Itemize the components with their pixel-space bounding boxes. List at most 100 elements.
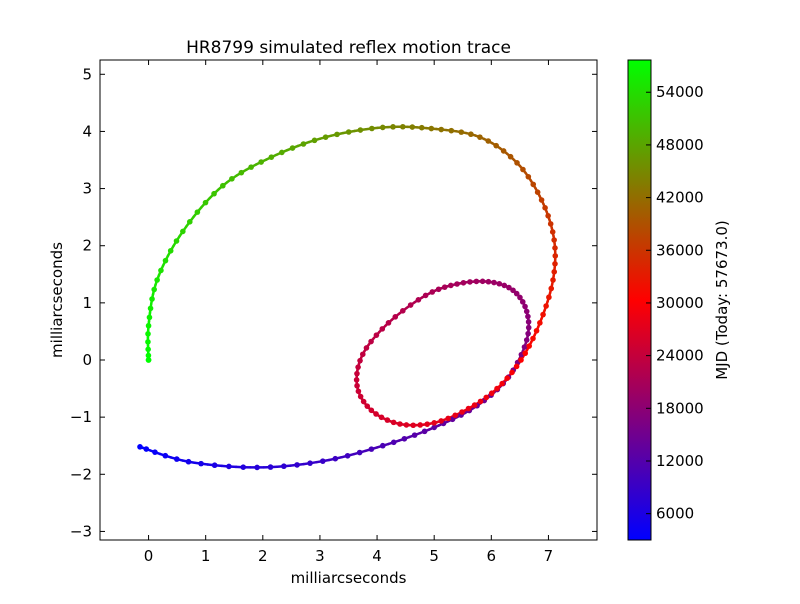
trace-point — [442, 284, 448, 290]
trace-point — [357, 358, 363, 364]
trace-point — [158, 268, 164, 274]
trace-point — [174, 238, 180, 244]
trace-point — [542, 205, 548, 211]
trace-point — [540, 312, 546, 318]
trace-point — [148, 306, 154, 312]
trace-point — [552, 245, 558, 251]
colorbar-label: MJD (Today: 57673.0) — [713, 220, 731, 380]
trace-point — [526, 174, 532, 180]
trace-point — [530, 182, 536, 188]
trace-point — [364, 345, 370, 351]
y-tick-label: 1 — [82, 294, 92, 312]
trace-point — [493, 143, 499, 149]
trace-point — [332, 456, 338, 462]
trace-point — [369, 407, 375, 413]
trace-point — [525, 314, 531, 320]
y-tick-label: −2 — [70, 465, 92, 483]
trace-point — [229, 176, 235, 182]
colorbar-tick-label: 54000 — [656, 83, 704, 101]
trace-point — [545, 213, 551, 219]
trace-point — [445, 416, 451, 422]
trace-point — [358, 127, 364, 133]
trace-point — [412, 432, 418, 438]
trace-point — [355, 364, 361, 370]
trace-point — [551, 237, 557, 243]
trace-point — [380, 443, 386, 449]
trace-point — [369, 126, 375, 132]
trace-point — [374, 332, 380, 338]
trace-point — [143, 446, 149, 452]
y-tick-label: −1 — [70, 408, 92, 426]
trace-point — [552, 261, 558, 267]
trace-point — [548, 221, 554, 227]
trace-point — [356, 388, 362, 394]
colorbar-ticks: 6000120001800024000300003600042000480005… — [646, 83, 704, 522]
colorbar-tick-label: 42000 — [656, 189, 704, 207]
trace-point — [373, 411, 379, 417]
trace-point — [467, 279, 473, 285]
colorbar-tick-label: 12000 — [656, 452, 704, 470]
trace-point — [163, 258, 169, 264]
trace-point — [509, 370, 515, 376]
trace-point — [466, 406, 472, 412]
trace-point — [494, 386, 500, 392]
trace-point — [501, 148, 507, 154]
trace-point — [380, 125, 386, 131]
trace-point — [379, 414, 385, 420]
trace-point — [537, 320, 543, 326]
trace-point — [361, 399, 367, 405]
x-axis-label: milliarcseconds — [291, 569, 407, 587]
x-tick-label: 7 — [544, 547, 554, 565]
trace-point — [489, 390, 495, 396]
trace-point — [268, 464, 274, 470]
trace-point — [354, 383, 360, 389]
trace-point — [514, 160, 520, 166]
trace-point — [524, 337, 530, 343]
trace-point — [472, 402, 478, 408]
trace-point — [354, 377, 360, 383]
trace-point — [410, 422, 416, 428]
trace-point — [539, 197, 545, 203]
trace-point — [323, 134, 329, 140]
trace-point — [408, 302, 414, 308]
trace-point — [497, 281, 503, 287]
trace-point — [174, 456, 180, 462]
trace-point — [548, 286, 554, 292]
trace-point — [269, 154, 275, 160]
trace-point — [459, 409, 465, 415]
trace-point — [454, 281, 460, 287]
trace-point — [358, 394, 364, 400]
trace-point — [416, 297, 422, 303]
trace-point — [147, 315, 153, 321]
trace-point — [550, 229, 556, 235]
trace-point — [281, 463, 287, 469]
y-tick-label: 4 — [82, 122, 92, 140]
trace-point — [149, 296, 155, 302]
trace-point — [357, 450, 363, 456]
colorbar-tick-label: 6000 — [656, 505, 694, 523]
trace-point — [429, 289, 435, 295]
trace-point — [468, 131, 474, 137]
trace-point — [480, 279, 486, 285]
trace-point — [504, 375, 510, 381]
trace-point — [254, 465, 260, 471]
trace-point — [146, 357, 152, 363]
trace-point — [239, 170, 245, 176]
trace-point — [345, 453, 351, 459]
trace-point — [320, 458, 326, 464]
trace-point — [419, 125, 425, 131]
trace-point — [346, 129, 352, 135]
trace-point — [551, 269, 557, 275]
trace-point — [478, 399, 484, 405]
trace-point — [354, 371, 360, 377]
x-tick-label: 0 — [144, 547, 154, 565]
trace-point — [226, 464, 232, 470]
trace-point — [186, 459, 192, 465]
trace-point — [145, 347, 151, 353]
y-tick-label: 2 — [82, 237, 92, 255]
trace-point — [145, 339, 151, 345]
trace-point — [526, 343, 532, 349]
